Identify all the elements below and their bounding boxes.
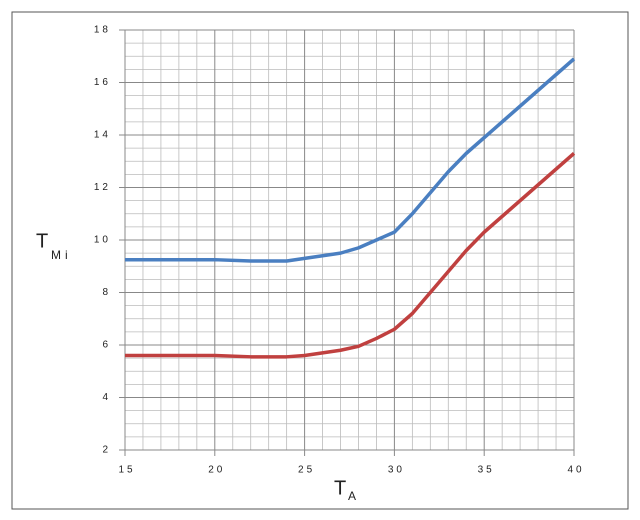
x-tick-label: 15 [118,465,135,476]
y-tick-label: 6 [102,340,111,351]
frame [11,11,629,510]
y-tick-label: 18 [94,25,111,36]
line-series [125,57,576,263]
y-axis-label-sub: Mi [51,248,72,262]
x-tick-label: 35 [478,465,495,476]
y-tick-label: 14 [94,130,111,141]
y-tick-label: 8 [102,287,111,298]
y-tick-label: 16 [94,77,111,88]
y-tick-label: 2 [102,445,111,456]
x-tick-label: 40 [567,465,584,476]
y-tick-label: 10 [94,235,111,246]
x-axis-label-sub: A [348,489,360,503]
line-series [125,152,576,359]
y-axis-label: T [36,230,48,252]
y-tick-label: 12 [94,182,111,193]
x-tick-label: 25 [298,465,315,476]
x-axis-label: T [334,477,346,499]
x-tick-label: 30 [388,465,405,476]
x-tick-label: 20 [208,465,225,476]
y-tick-label: 4 [102,392,111,403]
